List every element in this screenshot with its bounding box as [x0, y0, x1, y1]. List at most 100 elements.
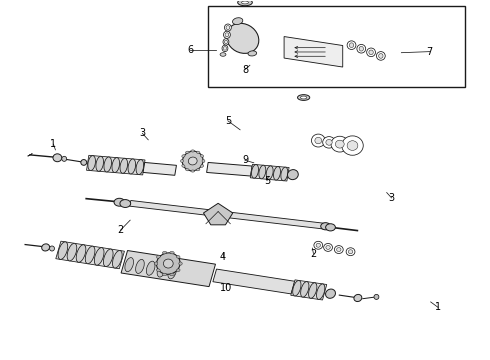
Circle shape — [326, 224, 335, 231]
Ellipse shape — [112, 158, 120, 172]
Text: 1: 1 — [435, 302, 441, 312]
Ellipse shape — [242, 1, 248, 4]
Text: 5: 5 — [225, 116, 231, 126]
Ellipse shape — [324, 243, 332, 251]
Ellipse shape — [312, 134, 325, 147]
Ellipse shape — [176, 255, 180, 258]
Text: 3: 3 — [139, 129, 146, 138]
Polygon shape — [143, 162, 176, 175]
Ellipse shape — [104, 157, 112, 172]
Ellipse shape — [67, 243, 77, 261]
Polygon shape — [87, 155, 145, 175]
Text: 9: 9 — [242, 155, 248, 165]
Ellipse shape — [225, 33, 229, 37]
Text: 10: 10 — [220, 283, 233, 293]
Ellipse shape — [168, 265, 176, 279]
Ellipse shape — [156, 255, 160, 258]
Ellipse shape — [251, 165, 259, 178]
Polygon shape — [203, 203, 233, 225]
Text: 4: 4 — [220, 252, 226, 262]
Polygon shape — [291, 280, 327, 300]
Ellipse shape — [223, 39, 229, 45]
Ellipse shape — [128, 159, 136, 174]
Ellipse shape — [186, 151, 189, 153]
Ellipse shape — [224, 40, 227, 44]
Ellipse shape — [238, 0, 252, 6]
Ellipse shape — [316, 243, 320, 247]
Ellipse shape — [297, 95, 310, 100]
Polygon shape — [213, 269, 294, 294]
Ellipse shape — [369, 50, 373, 55]
Ellipse shape — [88, 156, 96, 171]
Ellipse shape — [347, 141, 358, 150]
Ellipse shape — [180, 159, 183, 162]
Polygon shape — [129, 201, 329, 229]
Ellipse shape — [42, 244, 49, 251]
Ellipse shape — [113, 251, 122, 268]
Polygon shape — [56, 241, 124, 269]
Ellipse shape — [273, 167, 280, 180]
Ellipse shape — [120, 158, 127, 173]
Text: 2: 2 — [117, 225, 123, 235]
Ellipse shape — [379, 54, 383, 58]
Ellipse shape — [281, 167, 288, 181]
Ellipse shape — [326, 246, 330, 249]
Ellipse shape — [348, 250, 353, 254]
Ellipse shape — [223, 31, 230, 39]
Ellipse shape — [176, 269, 180, 272]
Ellipse shape — [374, 294, 379, 300]
Ellipse shape — [103, 249, 113, 267]
Ellipse shape — [170, 251, 174, 254]
Ellipse shape — [334, 246, 343, 253]
Ellipse shape — [136, 159, 144, 175]
Ellipse shape — [226, 26, 230, 30]
Ellipse shape — [76, 245, 86, 262]
Ellipse shape — [359, 46, 364, 51]
Text: 1: 1 — [50, 139, 56, 149]
Ellipse shape — [376, 51, 385, 60]
Ellipse shape — [156, 269, 160, 272]
Ellipse shape — [222, 45, 228, 51]
Circle shape — [321, 223, 331, 230]
Ellipse shape — [315, 137, 322, 144]
Ellipse shape — [196, 168, 200, 171]
Ellipse shape — [191, 150, 195, 152]
Ellipse shape — [331, 136, 348, 152]
Text: 5: 5 — [264, 176, 270, 186]
Ellipse shape — [346, 248, 355, 256]
Text: 2: 2 — [310, 248, 317, 258]
Ellipse shape — [196, 151, 200, 153]
Circle shape — [114, 198, 125, 206]
Ellipse shape — [154, 262, 158, 265]
Ellipse shape — [188, 157, 197, 165]
Ellipse shape — [335, 140, 344, 148]
Ellipse shape — [147, 261, 155, 275]
Ellipse shape — [266, 166, 273, 179]
Ellipse shape — [125, 258, 133, 272]
Ellipse shape — [81, 159, 87, 165]
Ellipse shape — [259, 165, 266, 179]
Ellipse shape — [186, 168, 189, 171]
Ellipse shape — [191, 170, 195, 172]
Ellipse shape — [349, 43, 354, 48]
Ellipse shape — [200, 165, 204, 167]
Ellipse shape — [163, 259, 173, 268]
Ellipse shape — [224, 24, 231, 31]
Ellipse shape — [326, 139, 332, 145]
Polygon shape — [207, 162, 252, 176]
Text: 8: 8 — [242, 64, 248, 75]
Ellipse shape — [200, 154, 204, 157]
Ellipse shape — [62, 156, 67, 161]
Ellipse shape — [301, 282, 309, 297]
Ellipse shape — [162, 273, 167, 276]
Ellipse shape — [337, 248, 341, 252]
Ellipse shape — [226, 23, 259, 53]
Ellipse shape — [157, 263, 166, 277]
Polygon shape — [121, 251, 216, 287]
Ellipse shape — [202, 159, 205, 162]
Ellipse shape — [325, 289, 336, 298]
Ellipse shape — [170, 273, 174, 276]
Ellipse shape — [293, 280, 301, 296]
Ellipse shape — [233, 18, 243, 24]
Ellipse shape — [162, 251, 167, 254]
